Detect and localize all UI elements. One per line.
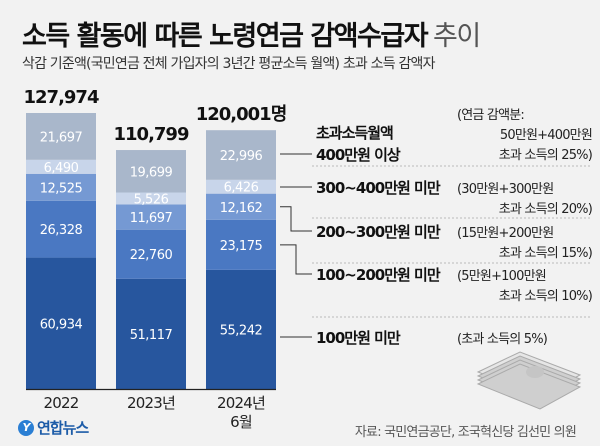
data-label: 6,490 <box>44 161 79 176</box>
banknote-stack-icon <box>476 351 582 410</box>
bar-segment <box>26 173 96 201</box>
x-tick-label: 2022 <box>44 394 79 412</box>
data-label: 55,242 <box>220 323 263 338</box>
x-tick-label: 2023년 <box>127 394 175 412</box>
chart-title: 소득 활동에 따른 노령연금 감액수급자 추이 <box>22 21 481 52</box>
bar-segment <box>206 219 276 270</box>
data-label: 5,526 <box>134 192 169 207</box>
legend-note: (15만원+200만원 <box>457 226 553 241</box>
legend-note: (30만원+300만원 <box>457 182 553 197</box>
connector-line <box>280 206 312 232</box>
x-tick-label: 6월 <box>230 413 252 431</box>
total-label: 120,001명 <box>196 104 287 125</box>
data-label: 22,996 <box>220 149 263 164</box>
bar-segment <box>206 130 276 180</box>
legend-note: 초과 소득의 25%) <box>499 148 592 163</box>
legend-label: 100~200만원 미만 <box>316 266 441 284</box>
bar-segment <box>206 179 276 194</box>
bar-segment <box>116 204 186 230</box>
bar-segment <box>116 150 186 193</box>
bar-segment <box>116 278 186 389</box>
data-label: 60,934 <box>40 317 83 332</box>
legend-label: 100만원 미만 <box>316 329 401 347</box>
legend-note: 초과 소득의 15%) <box>499 246 592 261</box>
bar-segment <box>116 192 186 205</box>
bar-segment <box>26 200 96 258</box>
data-label: 23,175 <box>220 239 263 254</box>
data-label: 12,525 <box>40 181 83 196</box>
legend-label: 300~400만원 미만 <box>316 179 441 197</box>
yonhap-logo: Y 연합뉴스 <box>18 417 89 438</box>
legend-label: 400만원 이상 <box>316 146 401 164</box>
bar-segment <box>26 257 96 389</box>
data-label: 11,697 <box>130 211 173 226</box>
bar-segment <box>26 113 96 160</box>
data-label: 6,426 <box>224 181 259 196</box>
x-tick-label: 2024년 <box>217 394 265 412</box>
connector-line <box>280 244 312 275</box>
legend-note: (초과 소득의 5%) <box>457 332 547 347</box>
chart-subtitle: 삭감 기준액(국민연금 전체 가입자의 3년간 평균소득 월액) 초과 소득 감… <box>22 56 435 72</box>
legend-note: 초과 소득의 10%) <box>499 289 592 304</box>
legend-note: (5만원+100만원 <box>457 269 546 284</box>
bar-segment <box>26 159 96 174</box>
data-label: 21,697 <box>40 130 83 145</box>
legend-note: (연금 감액분: <box>457 108 524 123</box>
data-label: 26,328 <box>40 223 83 238</box>
legend-label: 200~300만원 미만 <box>316 223 441 241</box>
bar-segment <box>206 269 276 389</box>
legend-note: 50만원+400만원 <box>500 128 592 143</box>
legend-label: 초과소득월액 <box>316 124 393 142</box>
total-label: 110,799 <box>114 124 189 145</box>
source-note: 자료: 국민연금공단, 조국혁신당 김선민 의원 <box>354 425 577 440</box>
data-label: 22,760 <box>130 248 173 263</box>
logo-icon: Y <box>18 419 34 436</box>
bar-segment <box>116 229 186 279</box>
data-label: 19,699 <box>130 165 173 180</box>
data-label: 51,117 <box>130 328 173 343</box>
data-label: 12,162 <box>220 201 263 216</box>
total-label: 127,974 <box>24 87 99 108</box>
legend-note: 초과 소득의 20%) <box>499 202 592 217</box>
bar-segment <box>206 193 276 220</box>
